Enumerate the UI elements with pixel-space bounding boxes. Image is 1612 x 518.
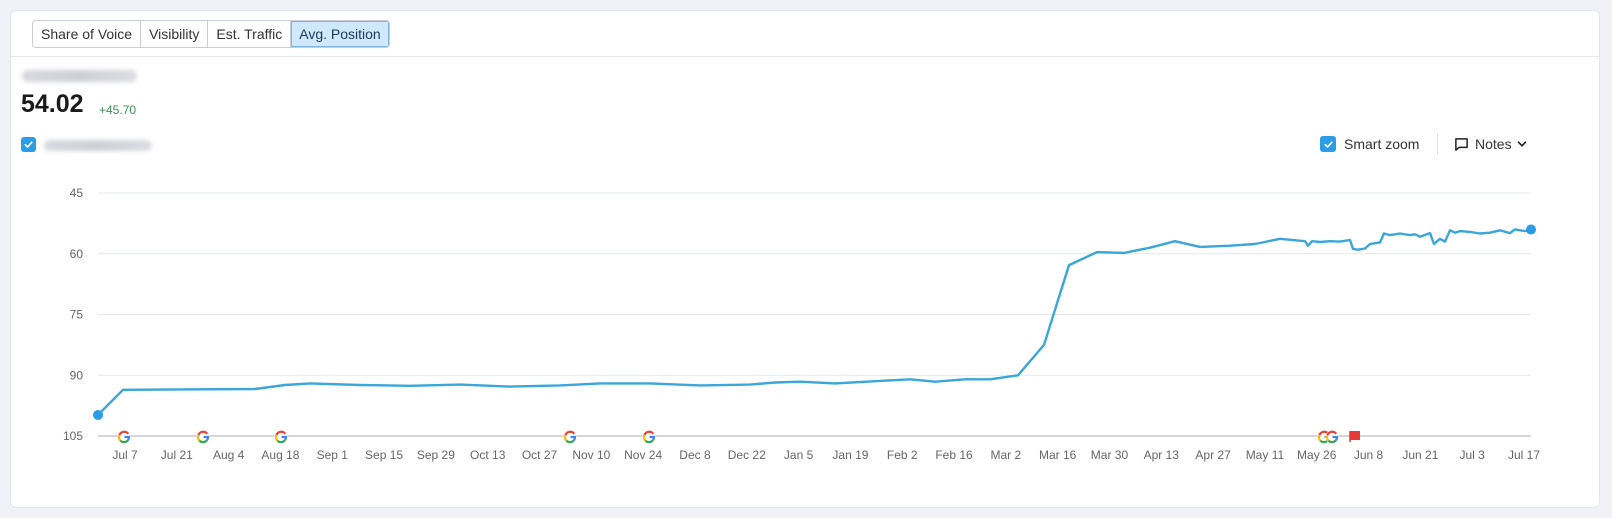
tab-visibility[interactable]: Visibility (141, 21, 209, 47)
x-tick-label: Dec 22 (728, 448, 766, 462)
x-tick-label: Sep 15 (365, 448, 403, 462)
google-update-icon[interactable] (563, 430, 577, 444)
legend-series-checkbox[interactable] (21, 137, 36, 152)
smart-zoom-toggle[interactable]: Smart zoom (1320, 136, 1419, 152)
x-tick-label: Feb 16 (935, 448, 973, 462)
divider (1437, 133, 1438, 155)
tab-share-of-voice[interactable]: Share of Voice (33, 21, 142, 47)
google-update-icon[interactable] (274, 430, 288, 444)
y-tick-label: 45 (70, 186, 84, 200)
x-tick-label: Sep 29 (417, 448, 455, 462)
x-tick-label: Mar 16 (1039, 448, 1077, 462)
google-update-icon[interactable] (1325, 430, 1339, 444)
x-tick-label: Feb 2 (887, 448, 918, 462)
x-tick-label: Jul 3 (1460, 448, 1486, 462)
x-tick-label: May 26 (1297, 448, 1337, 462)
y-tick-label: 105 (63, 429, 83, 443)
domain-label-blurred (22, 70, 137, 82)
google-update-icon[interactable] (117, 430, 131, 444)
x-tick-label: Mar 2 (991, 448, 1022, 462)
x-tick-label: Jul 21 (161, 448, 193, 462)
checkmark-icon (24, 141, 33, 148)
x-tick-label: Dec 8 (679, 448, 711, 462)
metric-tabs: Share of Voice Visibility Est. Traffic A… (32, 20, 390, 48)
x-tick-label: Oct 13 (470, 448, 506, 462)
metric-tabs-bar: Share of Voice Visibility Est. Traffic A… (11, 11, 1599, 57)
y-tick-label: 60 (70, 247, 84, 261)
legend-series-label-blurred (44, 140, 152, 151)
google-update-icon[interactable] (196, 430, 210, 444)
x-tick-label: Oct 27 (522, 448, 558, 462)
summary-value: 54.02 (21, 90, 84, 118)
x-tick-label: Jun 8 (1354, 448, 1384, 462)
comment-icon (1455, 137, 1468, 151)
tab-avg-position[interactable]: Avg. Position (291, 21, 389, 47)
y-tick-label: 90 (70, 368, 84, 382)
x-tick-label: Jul 17 (1508, 448, 1540, 462)
note-flag-icon[interactable] (1349, 431, 1360, 442)
x-tick-label: May 11 (1246, 448, 1285, 462)
x-tick-label: Apr 27 (1195, 448, 1231, 462)
tab-est-traffic[interactable]: Est. Traffic (208, 21, 292, 47)
x-tick-label: Mar 30 (1091, 448, 1129, 462)
smart-zoom-label: Smart zoom (1344, 136, 1420, 152)
x-tick-label: Nov 10 (572, 448, 610, 462)
x-tick-label: Apr 13 (1144, 448, 1180, 462)
x-tick-label: Aug 18 (261, 448, 299, 462)
notes-dropdown-button[interactable]: Notes (1454, 136, 1527, 152)
google-update-icon[interactable] (642, 430, 656, 444)
x-tick-label: Aug 4 (213, 448, 245, 462)
notes-label: Notes (1475, 136, 1512, 152)
y-tick-label: 75 (70, 308, 84, 322)
x-tick-label: Jun 21 (1402, 448, 1438, 462)
x-tick-label: Sep 1 (317, 448, 349, 462)
y-axis-ticks: 45 60 75 90 105 (63, 186, 83, 443)
x-axis-ticks: Jul 7 Jul 21 Aug 4 Aug 18 Sep 1 Sep 15 Sep 29 O… (112, 448, 1540, 462)
series-line (97, 228, 1532, 416)
x-tick-label: Jan 19 (832, 448, 868, 462)
smart-zoom-checkbox[interactable] (1320, 136, 1336, 152)
x-tick-label: Jul 7 (112, 448, 138, 462)
series-end-point[interactable] (1526, 224, 1536, 235)
chevron-down-icon (1517, 141, 1526, 147)
chart-card: Share of Voice Visibility Est. Traffic A… (10, 10, 1600, 508)
series-start-point[interactable] (93, 409, 103, 420)
x-tick-label: Nov 24 (624, 448, 662, 462)
x-tick-label: Jan 5 (784, 448, 814, 462)
chart-annotations (117, 430, 1360, 444)
checkmark-icon (1323, 140, 1333, 148)
chart-gridlines (98, 192, 1531, 437)
summary-delta: +45.70 (99, 103, 137, 117)
